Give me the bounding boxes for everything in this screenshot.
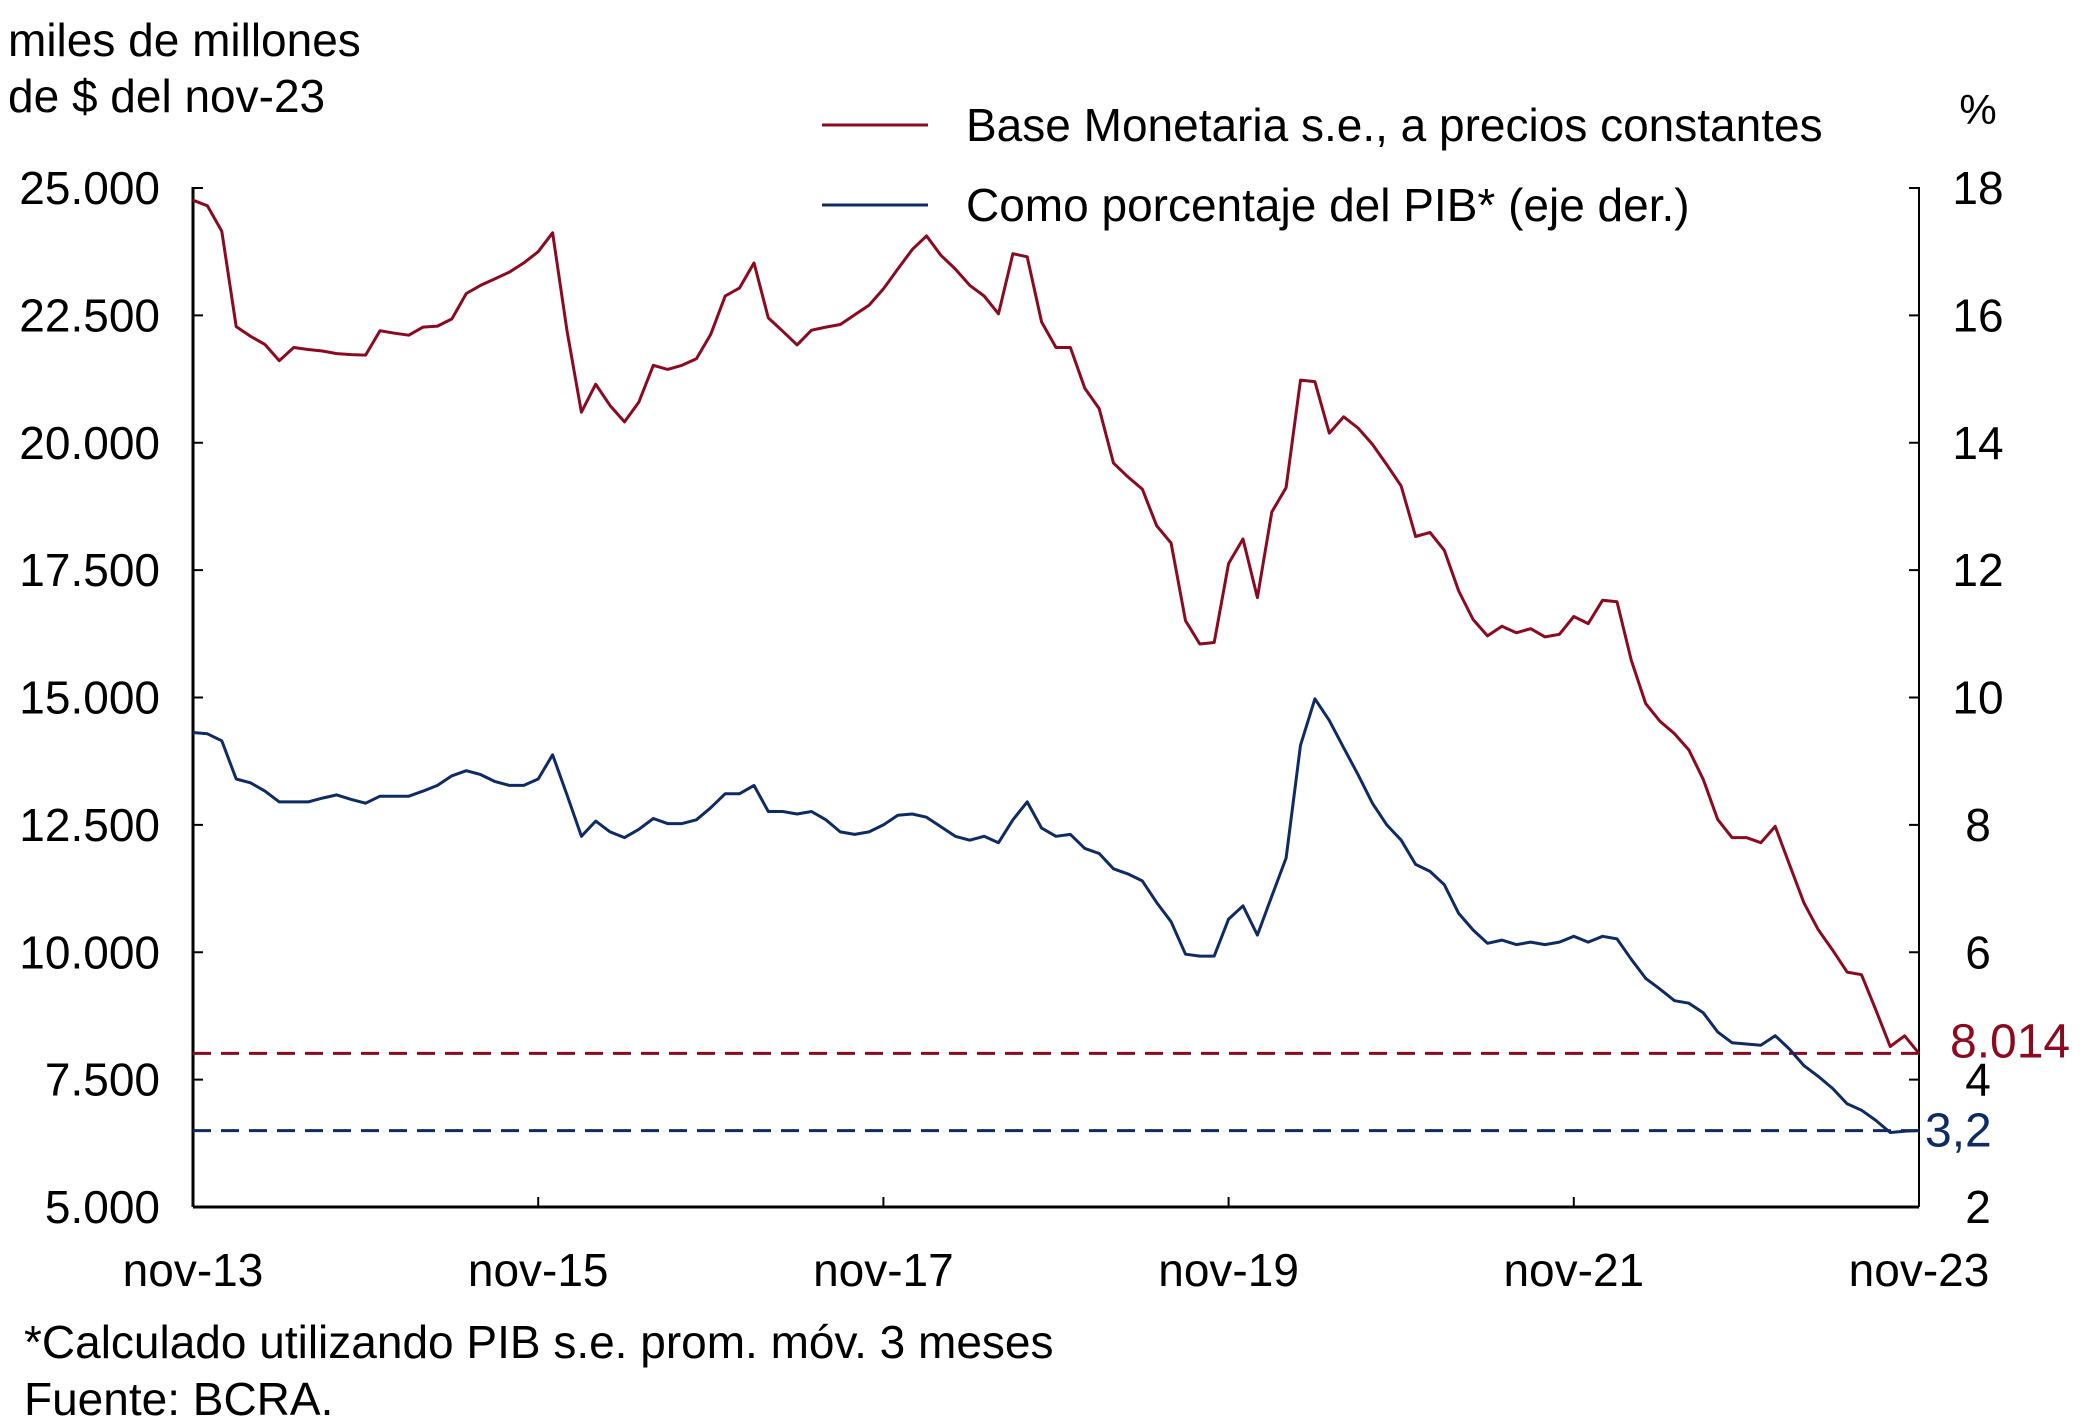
right-axis-tick-label: 6 — [1965, 926, 1991, 978]
right-axis-title: % — [1959, 86, 1996, 133]
reference-label-base-monetaria: 8.014 — [1950, 1015, 2070, 1068]
left-axis-tick-label: 22.500 — [19, 289, 160, 341]
left-axis-title-line2: de $ del nov-23 — [8, 70, 325, 122]
right-axis-tick-label: 18 — [1952, 162, 2003, 214]
x-axis-tick-label: nov-13 — [123, 1244, 264, 1296]
right-axis-tick-label: 10 — [1952, 672, 2003, 724]
left-axis-tick-label: 12.500 — [19, 799, 160, 851]
x-axis-tick-label: nov-19 — [1158, 1244, 1299, 1296]
left-axis-tick-label: 10.000 — [19, 926, 160, 978]
left-axis-title-line1: miles de millones — [8, 14, 361, 66]
right-axis-tick-label: 16 — [1952, 289, 2003, 341]
left-axis-tick-label: 15.000 — [19, 672, 160, 724]
series-line-pct-pib — [192, 697, 1920, 1134]
legend-label-pct-pib: Como porcentaje del PIB* (eje der.) — [966, 179, 1690, 231]
legend-label-base-monetaria: Base Monetaria s.e., a precios constante… — [966, 99, 1823, 151]
footnote: *Calculado utilizando PIB s.e. prom. móv… — [24, 1316, 1054, 1368]
x-axis-tick-label: nov-23 — [1849, 1244, 1990, 1296]
x-axis-tick-label: nov-17 — [813, 1244, 954, 1296]
reference-label-pct-pib: 3,2 — [1925, 1105, 1992, 1158]
tick-labels: 5.000 7.500 10.000 12.500 15.000 17.500 20.000… — [19, 162, 2070, 1296]
series-lines — [192, 198, 1921, 1134]
x-axis-tick-label: nov-21 — [1503, 1244, 1644, 1296]
right-axis-tick-label: 14 — [1952, 417, 2003, 469]
series-line-base-monetaria — [192, 198, 1921, 1055]
left-axis-tick-label: 7.500 — [45, 1054, 160, 1106]
reference-lines — [193, 1051, 1919, 1133]
axes — [191, 187, 1920, 1209]
x-axis-tick-label: nov-15 — [468, 1244, 609, 1296]
legend: Base Monetaria s.e., a precios constante… — [822, 99, 1823, 231]
right-axis-tick-label: 2 — [1965, 1181, 1991, 1233]
left-axis-tick-label: 20.000 — [19, 417, 160, 469]
left-axis-tick-label: 5.000 — [45, 1181, 160, 1233]
left-axis-tick-label: 25.000 — [19, 162, 160, 214]
right-axis-tick-label: 8 — [1965, 799, 1991, 851]
right-axis-tick-label: 4 — [1965, 1054, 1991, 1106]
source-note: Fuente: BCRA. — [24, 1373, 333, 1425]
right-axis-tick-label: 12 — [1952, 544, 2003, 596]
left-axis-tick-label: 17.500 — [19, 544, 160, 596]
